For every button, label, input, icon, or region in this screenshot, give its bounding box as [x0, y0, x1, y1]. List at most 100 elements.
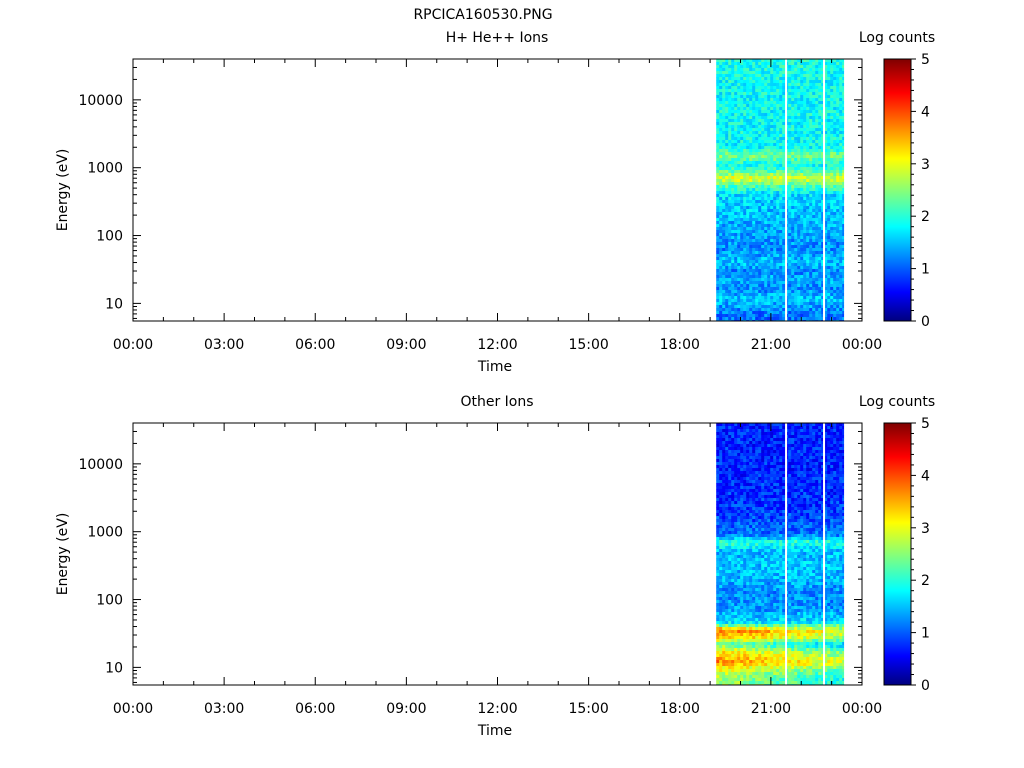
heatmap-cell-647 [737, 152, 741, 156]
heatmap-cell-709 [740, 74, 744, 78]
heatmap-cell-2980 [815, 287, 819, 291]
heatmap-cell-1826 [776, 257, 780, 261]
heatmap-cell-1691 [773, 116, 777, 120]
heatmap-cell-1556 [767, 239, 771, 243]
heatmap-cell-1688 [773, 107, 777, 111]
heatmap-cell-487 [731, 200, 735, 204]
heatmap-cell-3469 [833, 170, 837, 174]
heatmap-cell-3366 [830, 125, 834, 129]
heatmap-cell-3215 [824, 200, 828, 204]
heatmap-cell-653 [737, 534, 741, 538]
heatmap-cell-3103 [821, 128, 825, 132]
heatmap-cell-218 [722, 185, 726, 189]
heatmap-cell-1726 [773, 221, 777, 225]
heatmap-cell-486 [731, 197, 735, 201]
heatmap-cell-424 [728, 639, 732, 643]
heatmap-cell-905 [746, 134, 750, 138]
heatmap-cell-1188 [755, 191, 759, 195]
heatmap-cell-470 [731, 149, 735, 153]
heatmap-cell-235 [722, 236, 726, 240]
heatmap-cell-50 [716, 573, 720, 577]
heatmap-cell-451 [731, 92, 735, 96]
heatmap-cell-913 [746, 522, 750, 526]
heatmap-cell-571 [734, 188, 738, 192]
heatmap-cell-72 [716, 275, 720, 279]
heatmap-cell-241 [722, 618, 726, 622]
heatmap-cell-1080 [752, 131, 756, 135]
heatmap-cell-339 [725, 648, 729, 652]
heatmap-cell-2781 [809, 218, 813, 222]
heatmap-cell-180 [722, 71, 726, 75]
heatmap-cell-627 [737, 92, 741, 96]
heatmap-cell-3 [716, 432, 720, 436]
heatmap-cell-903 [746, 128, 750, 132]
heatmap-cell-623 [737, 444, 741, 448]
heatmap-cell-1283 [758, 212, 762, 216]
heatmap-cell-3223 [824, 224, 828, 228]
heatmap-cell-1974 [782, 173, 786, 177]
heatmap-cell-1111 [752, 224, 756, 228]
heatmap-cell-2819 [812, 68, 816, 72]
heatmap-cell-2636 [803, 311, 807, 315]
heatmap-cell-538 [734, 89, 738, 93]
heatmap-cell-1743 [773, 272, 777, 276]
heatmap-cell-2757 [809, 146, 813, 150]
heatmap-cell-480 [731, 179, 735, 183]
heatmap-cell-1873 [779, 134, 783, 138]
y-tick-label-0: 10 [105, 296, 123, 312]
heatmap-cell-606 [734, 293, 738, 297]
heatmap-cell-2726 [806, 317, 810, 321]
heatmap-cell-749 [740, 558, 744, 562]
heatmap-cell-2395 [797, 116, 801, 120]
heatmap-cell-379 [728, 504, 732, 508]
heatmap-cell-573 [734, 558, 738, 562]
heatmap-cell-423 [728, 636, 732, 640]
heatmap-cell-767 [740, 612, 744, 616]
heatmap-cell-463 [731, 128, 735, 132]
heatmap-cell-560 [734, 155, 738, 159]
heatmap-cell-3337 [827, 302, 831, 306]
heatmap-cell-1812 [776, 215, 780, 219]
heatmap-cell-2366 [794, 293, 798, 297]
heatmap-cell-818 [743, 137, 747, 141]
heatmap-cell-753 [740, 570, 744, 574]
heatmap-cell-450 [731, 89, 735, 93]
heatmap-cell-3611 [839, 68, 843, 72]
heatmap-cell-892 [746, 95, 750, 99]
heatmap-cell-313 [725, 206, 729, 210]
heatmap-cell-3133 [821, 218, 825, 222]
heatmap-cell-569 [734, 546, 738, 550]
heatmap-cell-1024 [749, 227, 753, 231]
heatmap-cell-989 [749, 122, 753, 126]
heatmap-cell-384 [728, 155, 732, 159]
heatmap-cell-1800 [776, 179, 780, 183]
heatmap-cell-1135 [752, 296, 756, 300]
heatmap-cell-2416 [797, 179, 801, 183]
heatmap-cell-618 [737, 429, 741, 433]
heatmap-cell-1543 [767, 200, 771, 204]
heatmap-cell-2123 [788, 92, 792, 96]
heatmap-cell-943 [746, 612, 750, 616]
heatmap-cell-3349 [830, 74, 834, 78]
heatmap-cell-2165 [788, 218, 792, 222]
heatmap-cell-348 [725, 311, 729, 315]
colorbar-tick-label-2: 2 [921, 209, 930, 225]
heatmap-cell-336 [725, 275, 729, 279]
heatmap-cell-91 [719, 68, 723, 72]
heatmap-cell-3093 [821, 98, 825, 102]
heatmap-cell-419 [728, 624, 732, 628]
heatmap-cell-388 [728, 531, 732, 535]
heatmap-cell-16 [716, 471, 720, 475]
heatmap-cell-1127 [752, 272, 756, 276]
heatmap-cell-1708 [773, 167, 777, 171]
heatmap-cell-1336 [761, 107, 765, 111]
heatmap-cell-448 [731, 447, 735, 451]
heatmap-cell-1630 [770, 197, 774, 201]
heatmap-cell-582 [734, 585, 738, 589]
heatmap-cell-1149 [755, 74, 759, 78]
heatmap-cell-2775 [809, 200, 813, 204]
heatmap-cell-242 [722, 257, 726, 261]
heatmap-cell-3699 [842, 68, 845, 72]
heatmap-cell-2457 [797, 302, 801, 306]
heatmap-cell-1748 [773, 287, 777, 291]
